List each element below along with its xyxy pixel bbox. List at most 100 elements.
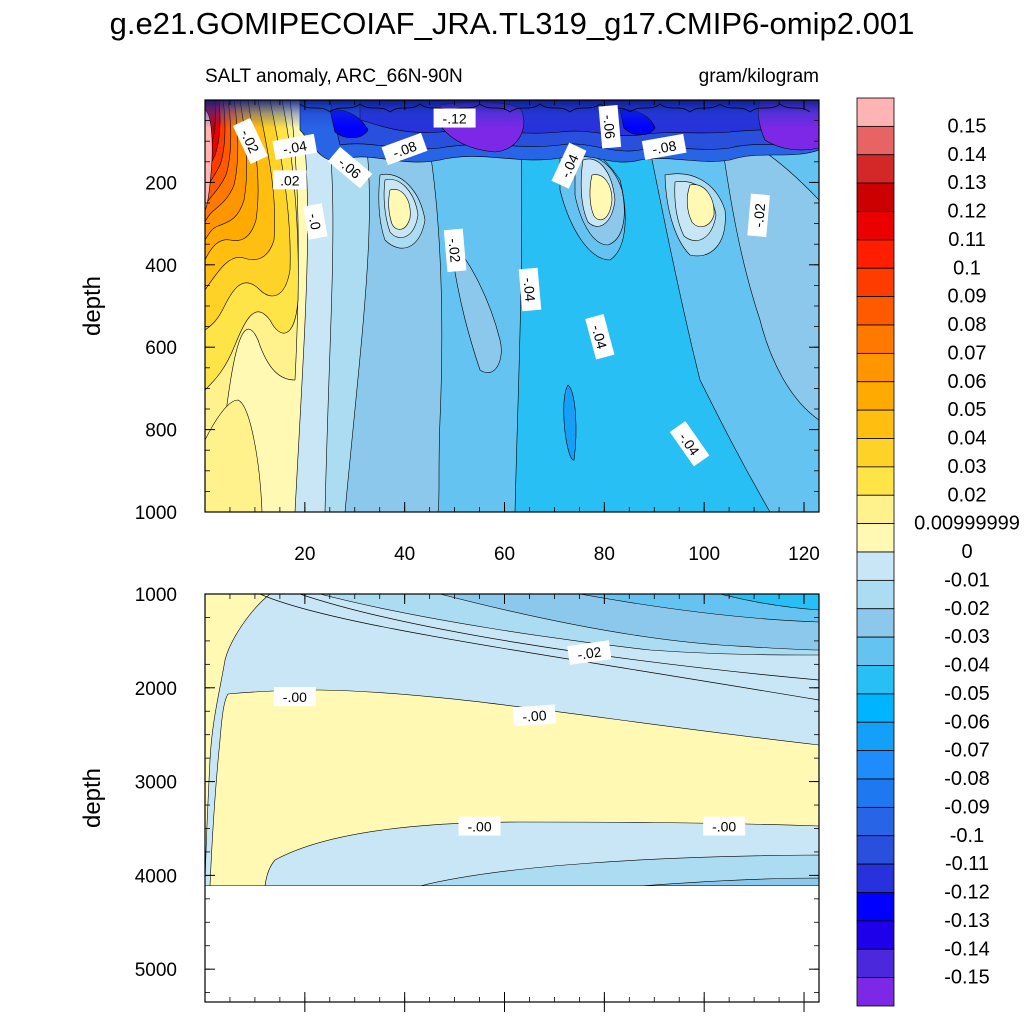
colorbar-label: -0.15 xyxy=(944,967,990,989)
contour-label-box xyxy=(327,146,373,189)
x-tick-label: 60 xyxy=(494,544,515,565)
upper-y-axis-label: depth xyxy=(79,276,106,336)
colorbar-swatch xyxy=(856,863,895,893)
contour-label-box xyxy=(598,104,622,149)
colorbar-swatch xyxy=(856,750,895,780)
colorbar-label: -0.07 xyxy=(944,740,990,762)
colorbar-swatch xyxy=(856,324,895,354)
colorbar-swatch xyxy=(856,892,895,922)
contour-label: -.04 xyxy=(518,267,542,312)
contour-label-box xyxy=(232,117,268,165)
colorbar-swatch xyxy=(856,551,895,581)
lower-panel-contour-labels: -.02 -.00 -.00 -.00 -.00 xyxy=(273,640,746,836)
x-tick-label: 80 xyxy=(594,544,615,565)
colorbar-swatch xyxy=(856,296,895,326)
upper-panel-axes: 200 400 600 800 1000 20 40 60 80 100 120 xyxy=(135,99,820,565)
lower-panel-frame xyxy=(204,593,820,1003)
y-tick-label: 200 xyxy=(145,173,177,194)
colorbar-swatch xyxy=(856,665,895,695)
contour-label-box xyxy=(273,170,307,190)
colorbar-label: 0.02 xyxy=(948,484,987,506)
colorbar-swatch xyxy=(856,948,895,979)
contour-label: -.04 xyxy=(272,133,318,160)
contour-label-text: -.02 xyxy=(446,238,464,264)
colorbar-swatch xyxy=(856,97,895,127)
colorbar-label: 0.08 xyxy=(948,314,987,336)
contour-label: -.00 xyxy=(458,816,501,836)
contour-label-text: -.02 xyxy=(750,202,768,228)
colorbar-swatch xyxy=(856,778,895,808)
contour-label-text: -.00 xyxy=(467,819,491,835)
contour-label-box xyxy=(272,133,318,160)
contour-label: -.0 xyxy=(303,203,328,240)
contour-label-text: -.00 xyxy=(522,707,547,725)
colorbar-swatch xyxy=(856,693,895,723)
colorbar-label: -0.08 xyxy=(944,768,990,790)
upper-panel-contour-labels: -.02 -.04 .02 -.0 -.06 -.08 -.12 -.02 -.04 -.04 -.… xyxy=(232,104,770,467)
lower-panel-field xyxy=(205,594,819,886)
contour-label-box xyxy=(512,704,557,727)
contour-label-text: -.02 xyxy=(576,643,602,662)
contour-label-text: -.04 xyxy=(520,277,538,303)
colorbar-label: 0.12 xyxy=(948,201,987,223)
colorbar-label: -0.02 xyxy=(944,598,990,620)
lower-panel-axes: 1000 2000 3000 4000 5000 xyxy=(135,585,819,1012)
contour-label: -.08 xyxy=(641,133,687,160)
contour-label-box xyxy=(273,687,316,707)
y-tick-label: 3000 xyxy=(135,773,177,794)
y-tick-label: 1000 xyxy=(135,503,177,524)
contour-label-box xyxy=(703,816,746,836)
y-tick-label: 4000 xyxy=(135,866,177,887)
contour-label: -.06 xyxy=(327,146,373,189)
contour-label-box xyxy=(669,421,710,467)
colorbar-label: 0.06 xyxy=(948,371,987,393)
y-tick-label: 5000 xyxy=(135,960,177,981)
contour-label-box xyxy=(381,132,428,166)
upper-panel-field xyxy=(205,100,819,512)
colorbar-label: 0.14 xyxy=(948,144,987,166)
contour-label-text: -.00 xyxy=(712,819,736,835)
colorbar-label: 0.1 xyxy=(953,257,981,279)
colorbar-swatch xyxy=(856,381,895,411)
subtitle-left: SALT anomaly, ARC_66N-90N xyxy=(205,66,463,87)
colorbar-swatch xyxy=(856,977,895,1007)
contour-label-text: -.04 xyxy=(589,323,611,351)
colorbar-swatch xyxy=(856,608,895,638)
chart-title: g.e21.GOMIPECOIAF_JRA.TL319_g17.CMIP6-om… xyxy=(109,6,915,41)
colorbar-label: -0.13 xyxy=(944,910,990,932)
y-tick-label: 1000 xyxy=(135,585,177,606)
colorbar-swatch xyxy=(856,239,895,269)
y-tick-label: 800 xyxy=(145,421,177,442)
contour-label: -.08 xyxy=(381,132,428,166)
colorbar-label: 0.15 xyxy=(948,115,987,137)
colorbar-label: 0.11 xyxy=(948,229,985,251)
contour-label-box xyxy=(641,133,687,160)
contour-label-box xyxy=(303,203,328,240)
colorbar-swatch xyxy=(856,211,895,241)
contour-label-text: -.08 xyxy=(391,138,419,161)
contour-label: -.02 xyxy=(443,228,467,273)
colorbar-label: -0.14 xyxy=(944,938,990,960)
y-tick-label: 400 xyxy=(145,256,177,277)
x-tick-label: 40 xyxy=(394,544,415,565)
colorbar-label: 0.04 xyxy=(948,428,987,450)
colorbar-label: -0.1 xyxy=(950,825,984,847)
contour-label: -.06 xyxy=(598,104,622,149)
colorbar-label: 0.00999999 xyxy=(914,513,1020,535)
colorbar-label: -0.06 xyxy=(944,711,990,733)
y-tick-label: 2000 xyxy=(135,679,177,700)
contour-label: -.00 xyxy=(273,687,316,707)
contour-label: -.04 xyxy=(585,314,615,360)
contour-label-text: -.0 xyxy=(306,212,325,231)
x-tick-label: 20 xyxy=(294,544,315,565)
colorbar-swatch xyxy=(856,352,895,383)
colorbar-swatch xyxy=(856,182,895,212)
colorbar: 0.15 0.14 0.13 0.12 0.11 0.1 0.09 0.08 0.07 0.06 0… xyxy=(856,97,1020,1007)
contour-label: .02 xyxy=(273,170,307,190)
colorbar-swatch xyxy=(856,835,895,865)
colorbar-swatch xyxy=(856,806,895,837)
colorbar-label: 0.09 xyxy=(948,286,987,308)
contour-label-text: -.06 xyxy=(600,114,618,140)
colorbar-label: -0.12 xyxy=(944,882,990,904)
